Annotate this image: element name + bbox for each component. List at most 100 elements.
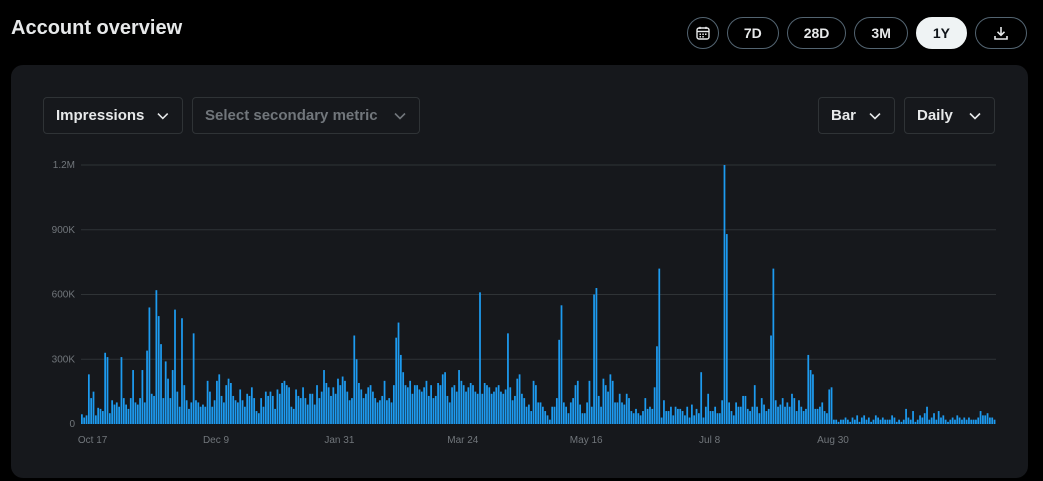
chart-bar[interactable]: [246, 393, 249, 424]
chart-bar[interactable]: [835, 419, 838, 424]
chart-bar[interactable]: [178, 406, 181, 424]
chart-bar[interactable]: [739, 406, 742, 424]
chart-bar[interactable]: [902, 419, 905, 424]
chart-bar[interactable]: [318, 398, 321, 424]
chart-bar[interactable]: [595, 288, 598, 424]
chart-bar[interactable]: [611, 380, 614, 424]
chart-bar[interactable]: [311, 393, 314, 424]
chart-bar[interactable]: [989, 417, 991, 424]
chart-bar[interactable]: [905, 408, 907, 424]
chart-bar[interactable]: [281, 382, 283, 424]
chart-bar[interactable]: [581, 413, 584, 424]
chart-bar[interactable]: [691, 404, 693, 424]
chart-bar[interactable]: [476, 393, 479, 424]
chart-bar[interactable]: [127, 408, 130, 424]
chart-bar[interactable]: [472, 385, 474, 424]
chart-bar[interactable]: [313, 404, 316, 424]
chart-bar[interactable]: [162, 398, 165, 424]
calendar-button[interactable]: [686, 17, 719, 49]
chart-bar[interactable]: [404, 385, 407, 424]
secondary-metric-dropdown[interactable]: Select secondary metric: [192, 97, 420, 134]
chart-bar[interactable]: [793, 398, 796, 424]
chart-bar[interactable]: [174, 309, 176, 424]
chart-bar[interactable]: [353, 335, 356, 424]
chart-bar[interactable]: [283, 380, 286, 424]
chart-bar[interactable]: [702, 417, 705, 424]
chart-bar[interactable]: [632, 413, 635, 424]
chart-bar[interactable]: [83, 417, 86, 424]
chart-bar[interactable]: [285, 385, 288, 424]
chart-bar[interactable]: [85, 415, 88, 424]
chart-bar[interactable]: [884, 419, 886, 424]
chart-bar[interactable]: [115, 402, 118, 424]
range-7d-button[interactable]: 7D: [726, 17, 779, 49]
chart-bar[interactable]: [92, 391, 95, 425]
chart-bar[interactable]: [257, 413, 260, 424]
chart-bar[interactable]: [521, 393, 523, 424]
chart-bar[interactable]: [150, 393, 153, 424]
chart-bar[interactable]: [579, 404, 581, 424]
chart-bar[interactable]: [840, 419, 842, 424]
chart-bar[interactable]: [548, 419, 551, 424]
chart-bar[interactable]: [511, 400, 514, 424]
chart-bar[interactable]: [874, 415, 877, 424]
chart-bar[interactable]: [765, 411, 768, 424]
chart-type-dropdown[interactable]: Bar: [818, 97, 895, 134]
chart-bar[interactable]: [937, 411, 940, 424]
chart-bar[interactable]: [332, 387, 335, 424]
chart-bar[interactable]: [509, 387, 512, 424]
chart-bar[interactable]: [129, 398, 132, 424]
chart-bar[interactable]: [697, 413, 700, 424]
chart-bar[interactable]: [241, 400, 244, 424]
chart-bar[interactable]: [744, 395, 747, 424]
chart-bar[interactable]: [588, 380, 591, 424]
chart-bar[interactable]: [544, 411, 547, 424]
chart-bar[interactable]: [290, 406, 293, 424]
chart-bar[interactable]: [970, 419, 973, 424]
chart-bar[interactable]: [830, 387, 833, 424]
chart-bar[interactable]: [667, 411, 670, 424]
chart-bar[interactable]: [562, 402, 565, 424]
chart-bar[interactable]: [528, 404, 530, 424]
chart-bar[interactable]: [781, 398, 784, 424]
chart-bar[interactable]: [502, 393, 505, 424]
chart-bar[interactable]: [118, 406, 120, 424]
chart-bar[interactable]: [418, 389, 421, 424]
chart-bar[interactable]: [853, 419, 856, 424]
chart-bar[interactable]: [139, 398, 141, 424]
chart-bar[interactable]: [94, 415, 97, 424]
chart-bar[interactable]: [164, 361, 167, 424]
chart-bar[interactable]: [979, 411, 982, 424]
chart-bar[interactable]: [774, 400, 777, 424]
chart-bar[interactable]: [325, 382, 328, 424]
chart-bar[interactable]: [227, 378, 230, 424]
chart-bar[interactable]: [816, 408, 819, 424]
chart-bar[interactable]: [148, 307, 151, 424]
chart-bar[interactable]: [346, 391, 349, 425]
chart-bar[interactable]: [181, 318, 183, 424]
chart-bar[interactable]: [125, 404, 127, 424]
chart-bar[interactable]: [958, 417, 961, 424]
chart-bar[interactable]: [146, 350, 148, 424]
chart-bar[interactable]: [516, 378, 519, 424]
chart-bar[interactable]: [674, 406, 677, 424]
chart-bar[interactable]: [153, 395, 155, 424]
chart-bar[interactable]: [264, 391, 267, 425]
chart-bar[interactable]: [572, 398, 575, 424]
chart-bar[interactable]: [525, 406, 528, 424]
chart-bar[interactable]: [921, 417, 924, 424]
chart-bar[interactable]: [821, 402, 824, 424]
chart-bar[interactable]: [898, 419, 900, 424]
chart-bar[interactable]: [223, 402, 225, 424]
chart-bar[interactable]: [891, 415, 893, 424]
chart-bar[interactable]: [949, 419, 952, 424]
chart-bar[interactable]: [642, 411, 644, 424]
chart-bar[interactable]: [481, 393, 484, 424]
chart-bar[interactable]: [984, 415, 987, 424]
chart-bar[interactable]: [339, 385, 342, 424]
chart-bar[interactable]: [737, 406, 740, 424]
chart-bar[interactable]: [369, 385, 372, 424]
chart-bar[interactable]: [935, 419, 938, 424]
chart-bar[interactable]: [271, 395, 274, 424]
chart-bar[interactable]: [327, 387, 330, 424]
